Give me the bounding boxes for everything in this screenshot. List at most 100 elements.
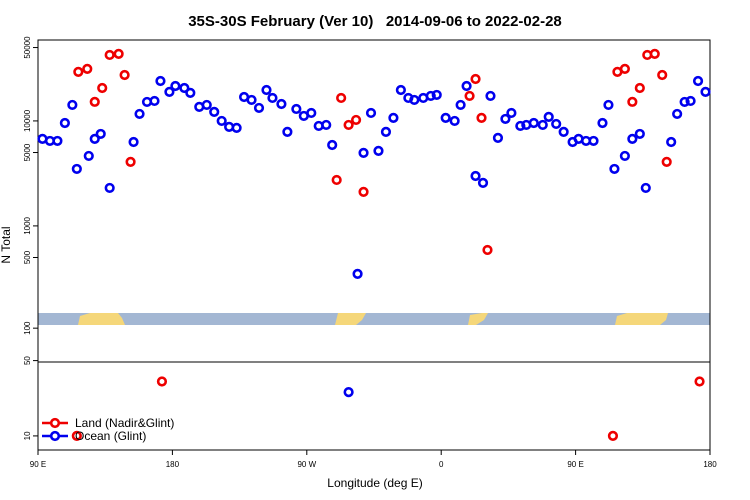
x-tick-label: 90 E — [567, 460, 583, 469]
point — [380, 126, 392, 137]
point — [551, 118, 562, 130]
point — [470, 170, 481, 182]
x-tick-label: 180 — [703, 460, 717, 469]
point — [71, 163, 82, 175]
point — [694, 376, 705, 387]
point — [185, 87, 196, 98]
point — [119, 69, 130, 81]
point — [470, 73, 481, 85]
point — [89, 96, 100, 107]
point — [343, 119, 354, 131]
y-axis-label: N Total — [0, 226, 13, 263]
point — [282, 126, 293, 137]
point — [67, 99, 78, 111]
point — [482, 244, 493, 256]
point — [350, 114, 362, 126]
point — [327, 139, 338, 151]
point — [95, 128, 106, 140]
point — [73, 66, 84, 78]
point — [640, 182, 651, 194]
point — [82, 63, 93, 75]
point — [358, 186, 369, 197]
point — [125, 156, 136, 168]
point — [71, 430, 82, 442]
point — [388, 112, 399, 123]
point — [627, 133, 638, 145]
point — [331, 174, 342, 186]
point — [485, 90, 496, 102]
point — [515, 120, 526, 132]
point — [657, 69, 668, 81]
point — [440, 112, 451, 123]
map-strip — [38, 313, 710, 325]
point — [352, 268, 363, 279]
point — [231, 122, 242, 134]
point — [634, 82, 645, 94]
point — [209, 106, 220, 117]
point — [661, 156, 672, 168]
point — [700, 86, 711, 97]
y-tick-label: 500 — [23, 250, 32, 264]
y-tick-label: 5000 — [23, 143, 32, 161]
point — [97, 82, 108, 94]
point — [155, 75, 166, 87]
y-tick-label: 50000 — [23, 36, 32, 59]
point — [679, 96, 690, 108]
point — [128, 136, 139, 148]
plot-frame — [37, 39, 711, 451]
point — [291, 103, 302, 115]
point — [431, 89, 442, 101]
point — [321, 119, 332, 131]
legend-marker — [49, 430, 61, 442]
point — [500, 113, 511, 125]
point — [373, 145, 384, 157]
point — [52, 135, 63, 147]
point — [306, 107, 317, 119]
point — [588, 135, 599, 147]
point — [395, 84, 406, 96]
point — [425, 90, 436, 102]
y-tick-label: 50 — [23, 356, 32, 365]
point — [276, 98, 287, 110]
point — [134, 108, 145, 120]
point — [692, 75, 704, 87]
point — [365, 107, 377, 119]
point — [343, 387, 354, 398]
point — [492, 132, 504, 144]
point — [216, 115, 227, 127]
point — [477, 177, 489, 188]
point — [537, 119, 548, 131]
point — [603, 99, 614, 111]
point — [104, 49, 115, 61]
x-tick-label: 90 E — [30, 460, 46, 469]
x-axis-label: Longitude (deg E) — [327, 476, 422, 490]
x-tick-label: 90 W — [297, 460, 316, 469]
point — [201, 99, 212, 111]
point — [253, 102, 265, 114]
point — [685, 95, 696, 107]
point — [597, 117, 608, 129]
point — [164, 86, 175, 97]
point — [170, 80, 181, 92]
point — [461, 80, 472, 92]
y-tick-label: 1000 — [23, 216, 32, 234]
point — [619, 150, 630, 162]
point — [358, 147, 369, 158]
point — [464, 90, 475, 102]
point — [543, 111, 554, 123]
point — [267, 92, 278, 104]
point — [607, 430, 619, 442]
point — [455, 99, 466, 111]
point — [179, 82, 190, 94]
point — [609, 163, 620, 175]
chart-title: 35S-30S February (Ver 10) 2014-09-06 to … — [188, 13, 562, 30]
point — [506, 107, 517, 119]
point — [672, 108, 683, 120]
point — [634, 128, 645, 140]
point — [104, 182, 115, 194]
point — [649, 48, 660, 59]
point — [89, 133, 100, 145]
point — [149, 95, 160, 107]
point — [156, 376, 168, 387]
